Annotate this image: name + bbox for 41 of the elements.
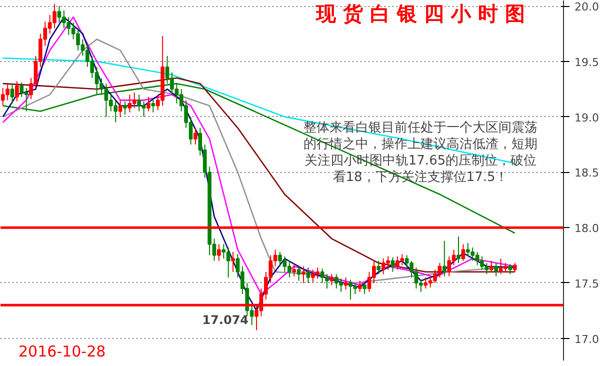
y-tick-label: 17.5 — [574, 277, 599, 290]
y-tick-label: 18.0 — [574, 222, 599, 236]
candlestick — [132, 92, 136, 108]
candlestick — [302, 266, 306, 284]
candlestick — [362, 282, 366, 295]
candlestick — [123, 100, 127, 116]
y-tick-label: 19.0 — [574, 111, 599, 124]
candlestick — [376, 260, 381, 275]
y-tick-label: 19.5 — [574, 56, 599, 69]
candlestick — [146, 96, 150, 112]
candlestick — [494, 262, 498, 277]
candlestick — [10, 83, 14, 104]
candlestick — [20, 82, 24, 98]
candlestick — [292, 262, 296, 277]
y-tick-label: 20.0 — [574, 0, 599, 14]
candlestick — [424, 276, 428, 289]
candlestick — [296, 264, 301, 282]
annotation: 17.074 — [202, 313, 249, 328]
candlestick — [151, 98, 156, 113]
candlestick — [194, 127, 198, 145]
y-tick-label: 18.5 — [574, 166, 599, 180]
chart-title: 现 货 白 银 四 小 时 图 — [315, 2, 525, 26]
candlestick — [287, 260, 292, 278]
candlestick — [390, 256, 395, 272]
candlestick — [461, 244, 466, 262]
candlestick — [330, 274, 334, 286]
annotation: 2016-10-28 — [18, 342, 106, 360]
candlestick — [222, 244, 226, 260]
candlestick — [447, 256, 452, 277]
candlestick — [508, 264, 512, 275]
candlestick — [15, 80, 19, 102]
candlestick — [358, 280, 362, 292]
candlestick — [306, 266, 310, 284]
candlestick — [456, 236, 460, 264]
candlestick — [217, 244, 221, 262]
candlestick — [489, 260, 494, 272]
candlestick — [231, 251, 235, 272]
candlestick — [442, 240, 446, 277]
y-tick-label: 17.0 — [574, 332, 599, 346]
candlestick — [118, 100, 122, 118]
candlestick — [344, 276, 348, 290]
